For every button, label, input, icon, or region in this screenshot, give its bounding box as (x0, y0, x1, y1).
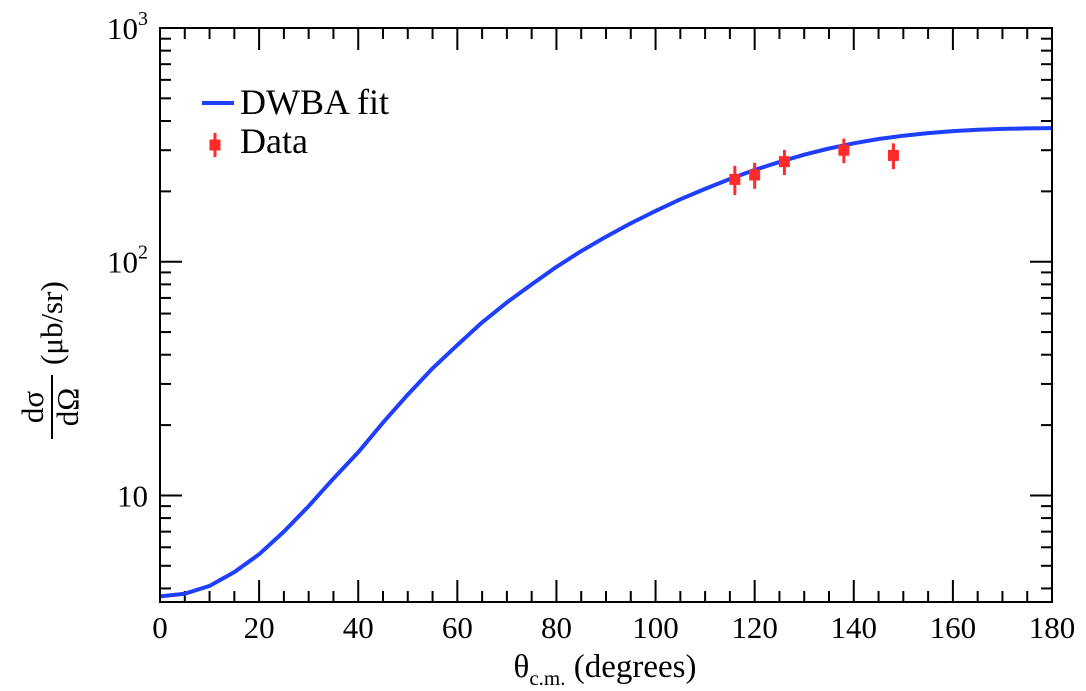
y-tick-label-base: 10 (107, 11, 138, 46)
data-point (749, 169, 761, 181)
y-tick-label: 103 (107, 8, 148, 46)
x-tick-label: 180 (1029, 610, 1076, 645)
x-tick-label: 0 (152, 610, 168, 645)
x-tick-label: 160 (930, 610, 977, 645)
y-tick-label-exponent: 3 (138, 8, 148, 30)
y-tick-label-base: 10 (117, 478, 148, 513)
data-point (778, 156, 790, 168)
legend: DWBA fit Data (202, 82, 389, 161)
x-axis-title-unit: (degrees) (565, 649, 696, 685)
y-axis-title-unit: (μb/sr) (34, 281, 69, 365)
x-tick-label: 20 (244, 610, 275, 645)
data-point (838, 144, 850, 156)
x-axis-title: θc.m. (degrees) (514, 649, 697, 690)
x-axis-title-subscript: c.m. (529, 666, 565, 690)
data-point (729, 173, 741, 185)
x-tick-label: 60 (442, 610, 473, 645)
legend-label-dwba-fit: DWBA fit (240, 82, 389, 122)
y-tick-label-exponent: 2 (138, 242, 148, 264)
y-tick-label: 10 (117, 478, 148, 513)
x-tick-label: 140 (831, 610, 878, 645)
y-tick-label: 102 (107, 242, 148, 280)
dwba-fit-line (159, 126, 1053, 599)
plot-frame (159, 27, 1053, 603)
x-tick-label: 80 (541, 610, 572, 645)
x-tick-label: 100 (632, 610, 679, 645)
data-points-layer (729, 138, 899, 195)
y-axis-title-denominator: dΩ (50, 388, 85, 427)
y-tick-label-base: 10 (107, 245, 138, 280)
y-axis-title: dσ dΩ (μb/sr) (15, 281, 85, 439)
x-tick-label: 40 (343, 610, 374, 645)
legend-label-data: Data (240, 121, 308, 161)
x-tick-label: 120 (731, 610, 778, 645)
x-axis-title-symbol: θ (514, 649, 530, 685)
legend-swatch-data (209, 133, 221, 157)
data-point (887, 149, 899, 161)
dwba-curve-layer (159, 126, 1053, 599)
y-axis-title-numerator: dσ (15, 391, 50, 424)
legend-data-marker (209, 139, 221, 151)
